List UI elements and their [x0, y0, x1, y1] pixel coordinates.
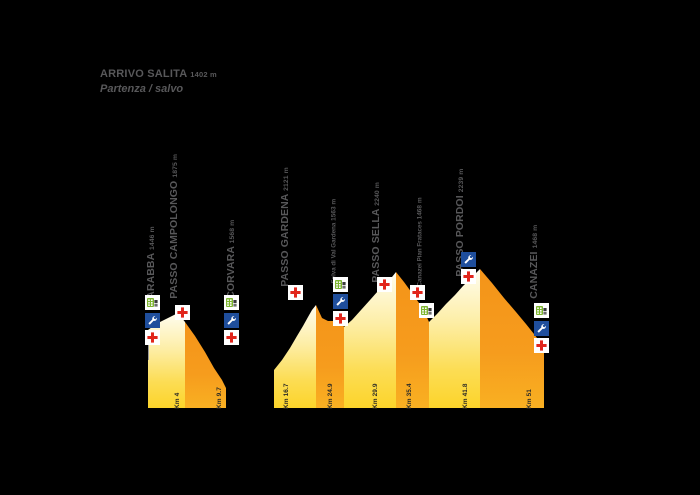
label-connector: [148, 332, 149, 360]
medical-aid-icon: [377, 277, 392, 292]
mechanical-assistance-icon: [461, 252, 476, 267]
medical-aid-icon: [288, 285, 303, 300]
label-passo-gardena-name: PASSO GARDENA: [279, 193, 292, 287]
label-selva-altitude: 1563 m: [330, 198, 338, 221]
label-selva-di-val-gardena: Selva di Val Gardena 1563 m: [330, 198, 339, 284]
label-passo-gardena-altitude: 2121 m: [283, 167, 291, 191]
label-canazei-end-name: CANAZEI: [528, 251, 541, 299]
label-canazei-end: CANAZEI 1468 m: [528, 224, 541, 299]
page-title: ARRIVO SALITA 1402 m: [100, 68, 217, 80]
label-canazei-pian-frataces: Canazei Pian Frataces 1468 m: [416, 197, 425, 287]
descent-corvara: [185, 322, 226, 408]
feed-zone-icon: [145, 295, 160, 310]
km-marker-16-7: Km 16.7: [283, 383, 290, 409]
label-arabba-start: ARABBA 1446 m: [145, 226, 158, 299]
km-marker-35-4: Km 35.4: [406, 383, 413, 409]
medical-aid-icon: [534, 338, 549, 353]
label-arabba-start-altitude: 1446 m: [149, 226, 157, 251]
profile-header: ARRIVO SALITA 1402 m Partenza / salvo: [100, 68, 217, 95]
medical-aid-icon: [145, 330, 160, 345]
label-passo-pordoi-altitude: 2239 m: [458, 168, 466, 193]
ascent-gardena: [274, 305, 316, 408]
km-marker-9-7: Km 9.7: [216, 387, 223, 409]
feed-zone-icon: [333, 277, 348, 292]
mechanical-assistance-icon: [534, 321, 549, 336]
mechanical-assistance-icon: [224, 313, 239, 328]
feed-zone-icon: [419, 303, 434, 318]
page-title-altitude: 1402 m: [190, 70, 217, 79]
km-marker-51: Km 51: [526, 388, 533, 409]
km-marker-29-9: Km 29.9: [372, 383, 379, 409]
km-marker-4: Km 4: [174, 392, 181, 409]
km-marker-24-9: Km 24.9: [327, 383, 334, 409]
descent-selva: [316, 305, 344, 408]
label-frataces-name: Canazei Pian Frataces: [416, 221, 424, 287]
mechanical-assistance-icon: [145, 313, 160, 328]
ascent-sella: [344, 272, 396, 408]
feed-zone-icon: [224, 295, 239, 310]
label-frataces-altitude: 1468 m: [416, 197, 424, 220]
label-passo-gardena: PASSO GARDENA 2121 m: [279, 167, 292, 287]
medical-aid-icon: [175, 305, 190, 320]
label-corvara: CORVARA 1568 m: [225, 219, 238, 299]
descent-arrivo: [480, 269, 544, 408]
label-passo-campolongo-altitude: 1875 m: [172, 154, 180, 178]
label-arabba-start-name: ARABBA: [145, 253, 158, 299]
ascent-pordoi: [429, 269, 480, 408]
label-passo-sella-altitude: 2240 m: [374, 182, 382, 206]
label-passo-sella: PASSO SELLA 2240 m: [370, 182, 383, 283]
feed-zone-icon: [534, 303, 549, 318]
label-passo-campolongo: PASSO CAMPOLONGO 1875 m: [168, 154, 181, 299]
label-passo-sella-name: PASSO SELLA: [370, 208, 383, 283]
mechanical-assistance-icon: [333, 294, 348, 309]
label-selva-name: Selva di Val Gardena: [330, 222, 338, 284]
medical-aid-icon: [461, 269, 476, 284]
medical-aid-icon: [410, 285, 425, 300]
label-passo-campolongo-name: PASSO CAMPOLONGO: [168, 180, 181, 299]
page-subtitle: Partenza / salvo: [100, 82, 184, 95]
km-marker-41-8: Km 41.8: [462, 383, 469, 409]
medical-aid-icon: [333, 311, 348, 326]
medical-aid-icon: [224, 330, 239, 345]
label-canazei-end-altitude: 1468 m: [532, 224, 540, 249]
label-corvara-name: CORVARA: [225, 246, 238, 299]
label-corvara-altitude: 1568 m: [229, 219, 237, 244]
